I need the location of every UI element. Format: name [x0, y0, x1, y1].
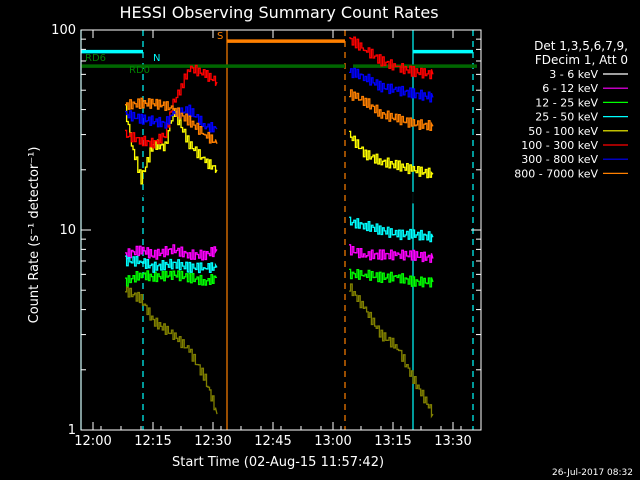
- legend-label-0: 3 - 6 keV: [549, 68, 598, 81]
- annotation-s: S: [217, 31, 223, 42]
- x-tick-label-13:15: 13:15: [374, 434, 411, 449]
- series-line-3-1: [349, 216, 434, 243]
- x-tick-label-12:15: 12:15: [134, 434, 171, 449]
- series-line-8-0: [125, 286, 218, 415]
- y-axis-label: Count Rate (s⁻¹ detector⁻¹): [27, 147, 42, 324]
- series-line-9-0: [125, 189, 218, 204]
- series-line-6-1: [349, 67, 434, 103]
- timestamp-footer: 26-Jul-2017 08:32: [552, 468, 633, 478]
- series-line-5-1: [349, 36, 434, 80]
- series-line-2-1: [349, 268, 434, 288]
- series-line-1-1: [349, 244, 434, 263]
- axes: 12:00 12:15 12:30 12:45 13:00 13:15 13:30 1 10 10…: [51, 23, 482, 449]
- y-tick-label-1: 1: [68, 423, 76, 438]
- x-tick-label-12:00: 12:00: [74, 434, 111, 449]
- annotation-rd0: RD0: [129, 65, 150, 76]
- x-axis-label: Start Time (02-Aug-15 11:57:42): [172, 455, 384, 470]
- series-line-5-0: [125, 64, 218, 149]
- annotation-n: N: [153, 53, 160, 64]
- series-line-7-0: [125, 97, 218, 144]
- legend-label-3: 25 - 50 keV: [535, 111, 598, 124]
- series-line-4-1: [349, 130, 434, 179]
- legend-header-line-1: Det 1,3,5,6,7,9,: [534, 39, 628, 53]
- chart-title: HESSI Observing Summary Count Rates: [119, 3, 438, 22]
- legend-label-6: 300 - 800 keV: [521, 153, 598, 166]
- x-tick-label-13:00: 13:00: [314, 434, 351, 449]
- series-line-9-1: [349, 174, 434, 206]
- legend: Det 1,3,5,6,7,9, FDecim 1, Att 0 3 - 6 k…: [514, 39, 628, 180]
- series-line-4-0: [125, 104, 218, 185]
- legend-label-4: 50 - 100 keV: [528, 125, 598, 138]
- x-tick-label-12:30: 12:30: [194, 434, 231, 449]
- y-tick-label-10: 10: [59, 223, 76, 238]
- annotation-rd6: RD6: [85, 53, 106, 64]
- series-line-6-0: [125, 104, 218, 133]
- series-line-3-0: [125, 255, 218, 274]
- x-tick-label-13:30: 13:30: [434, 434, 471, 449]
- legend-label-1: 6 - 12 keV: [542, 82, 598, 95]
- legend-header-line-2: FDecim 1, Att 0: [535, 53, 628, 67]
- x-tick-label-12:45: 12:45: [254, 434, 291, 449]
- legend-label-2: 12 - 25 keV: [535, 96, 598, 109]
- series-line-7-1: [349, 89, 434, 131]
- legend-label-5: 100 - 300 keV: [521, 139, 598, 152]
- series-line-1-0: [125, 244, 218, 261]
- y-tick-label-100: 100: [51, 23, 76, 38]
- series-line-8-1: [349, 283, 434, 419]
- series-line-2-0: [125, 270, 218, 287]
- legend-label-7: 800 - 7000 keV: [514, 167, 598, 180]
